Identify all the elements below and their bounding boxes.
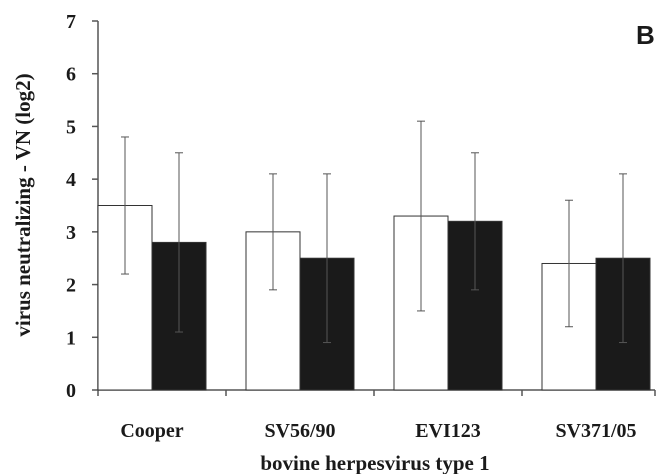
y-tick-label: 1 bbox=[66, 327, 76, 349]
y-tick-label: 5 bbox=[66, 116, 76, 138]
y-tick-label: 2 bbox=[66, 275, 76, 297]
y-tick-label: 0 bbox=[66, 380, 76, 402]
panel-label: B bbox=[636, 20, 655, 50]
plot-area: 0 1 2 3 4 5 6 7 Cooper SV56/90 EVI123 SV371/05 bbox=[66, 11, 656, 442]
y-tick-label: 7 bbox=[66, 11, 76, 33]
x-category-label: SV56/90 bbox=[264, 420, 335, 442]
y-tick-label: 3 bbox=[66, 222, 76, 244]
x-axis-title: bovine herpesvirus type 1 bbox=[260, 451, 489, 474]
y-tick-label: 4 bbox=[66, 169, 76, 191]
x-category-label: SV371/05 bbox=[555, 420, 636, 442]
x-category-label: Cooper bbox=[120, 420, 183, 442]
y-tick-label: 6 bbox=[66, 64, 76, 86]
y-axis-title: virus neutralizing - VN (log2) bbox=[11, 73, 35, 336]
x-category-label: EVI123 bbox=[415, 420, 481, 442]
